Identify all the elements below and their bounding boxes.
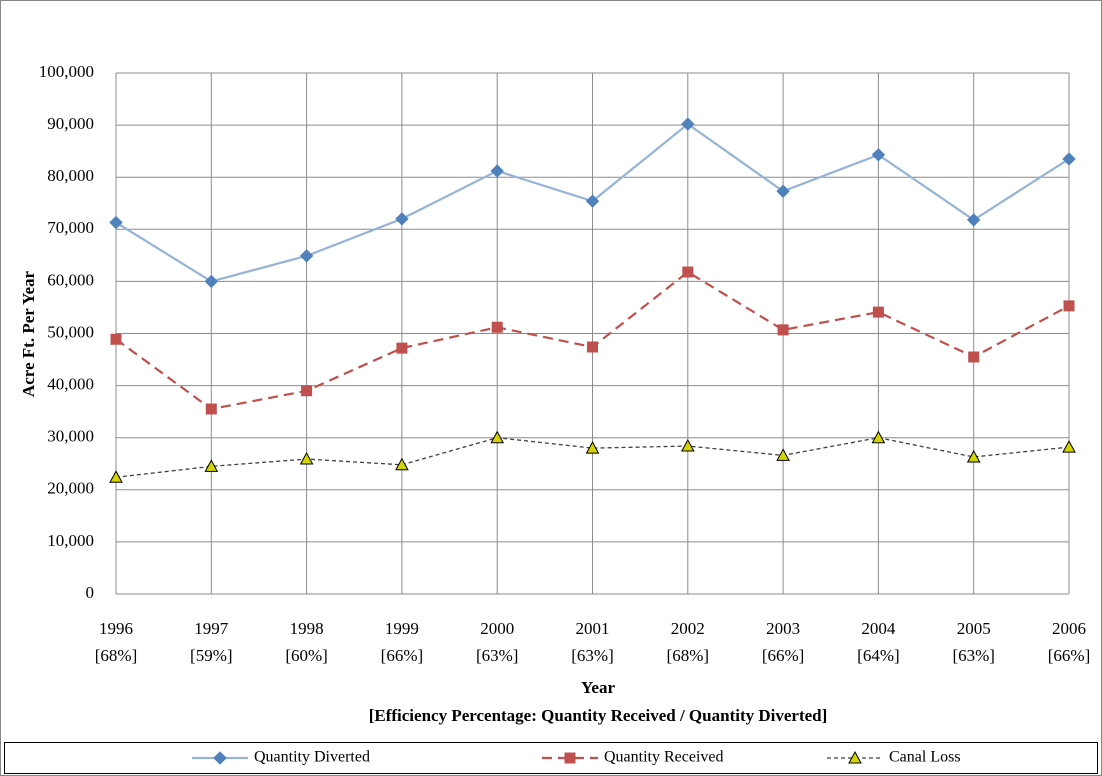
x-tick-sublabel: [66%] <box>381 646 423 665</box>
data-point <box>109 470 123 483</box>
y-tick-label: 10,000 <box>47 531 94 550</box>
y-tick-label: 90,000 <box>47 114 94 133</box>
y-tick-label: 0 <box>86 583 95 602</box>
x-tick-label: 1997 <box>194 619 229 638</box>
x-tick-label: 1996 <box>99 619 133 638</box>
x-tick-sublabel: [63%] <box>476 646 518 665</box>
data-point <box>1062 152 1076 166</box>
data-point <box>395 212 409 226</box>
x-tick-label: 2006 <box>1052 619 1086 638</box>
x-tick-label: 2005 <box>957 619 991 638</box>
x-axis-label: Year <box>581 678 615 697</box>
x-tick-label: 2002 <box>671 619 705 638</box>
x-tick-label: 2004 <box>861 619 896 638</box>
data-point <box>872 306 884 318</box>
x-tick-sublabel: [59%] <box>190 646 232 665</box>
x-axis-sublabel: [Efficiency Percentage: Quantity Receive… <box>369 706 828 725</box>
data-point <box>871 430 886 444</box>
y-tick-label: 30,000 <box>47 427 94 446</box>
data-point <box>966 449 981 463</box>
data-point <box>1062 440 1076 453</box>
x-tick-label: 1998 <box>290 619 324 638</box>
y-tick-label: 70,000 <box>47 218 94 237</box>
x-tick-sublabel: [66%] <box>1048 646 1090 665</box>
data-point <box>110 333 122 345</box>
data-point <box>205 403 217 415</box>
x-tick-label: 2003 <box>766 619 800 638</box>
x-tick-sublabel: [68%] <box>667 646 709 665</box>
data-point <box>871 148 886 162</box>
legend-marker <box>213 751 227 765</box>
legend-label: Quantity Diverted <box>254 749 370 766</box>
x-tick-sublabel: [66%] <box>762 646 804 665</box>
x-tick-label: 2000 <box>480 619 514 638</box>
y-tick-label: 60,000 <box>47 270 94 289</box>
y-tick-label: 100,000 <box>39 62 94 81</box>
x-tick-label: 1999 <box>385 619 419 638</box>
data-point <box>777 324 789 336</box>
data-point <box>299 249 314 263</box>
data-point <box>680 438 695 452</box>
x-tick-label: 2001 <box>576 619 610 638</box>
legend-box <box>4 742 1098 774</box>
y-tick-label: 20,000 <box>47 479 94 498</box>
data-point <box>776 448 790 461</box>
data-point <box>204 459 219 472</box>
data-point <box>776 184 790 198</box>
legend-label: Canal Loss <box>889 749 961 766</box>
data-point <box>968 351 980 363</box>
data-point <box>299 452 314 465</box>
data-point <box>681 117 695 131</box>
data-point <box>204 274 219 289</box>
x-tick-sublabel: [68%] <box>95 646 137 665</box>
x-tick-sublabel: [63%] <box>952 646 994 665</box>
data-point <box>587 341 598 353</box>
y-axis-label: Acre Ft. Per Year <box>19 270 38 397</box>
y-tick-label: 40,000 <box>47 375 94 394</box>
legend-label: Quantity Received <box>604 749 724 766</box>
data-point <box>301 385 313 397</box>
x-tick-sublabel: [63%] <box>571 646 613 665</box>
data-point <box>396 342 408 354</box>
data-point <box>1063 300 1075 312</box>
y-tick-label: 50,000 <box>47 322 94 341</box>
data-point <box>395 457 409 471</box>
data-point <box>490 430 505 444</box>
data-point <box>585 194 600 208</box>
data-point <box>109 215 123 230</box>
data-point <box>491 321 503 333</box>
x-tick-sublabel: [64%] <box>857 646 899 665</box>
data-point <box>682 266 694 278</box>
data-point <box>966 213 981 227</box>
data-point <box>585 441 600 454</box>
legend-marker <box>564 752 576 764</box>
data-point <box>490 164 504 178</box>
legend-marker <box>848 750 862 764</box>
x-tick-sublabel: [60%] <box>285 646 327 665</box>
y-tick-label: 80,000 <box>47 166 94 185</box>
